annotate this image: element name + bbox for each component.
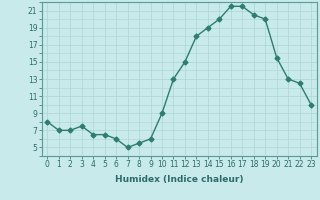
X-axis label: Humidex (Indice chaleur): Humidex (Indice chaleur) [115, 175, 244, 184]
